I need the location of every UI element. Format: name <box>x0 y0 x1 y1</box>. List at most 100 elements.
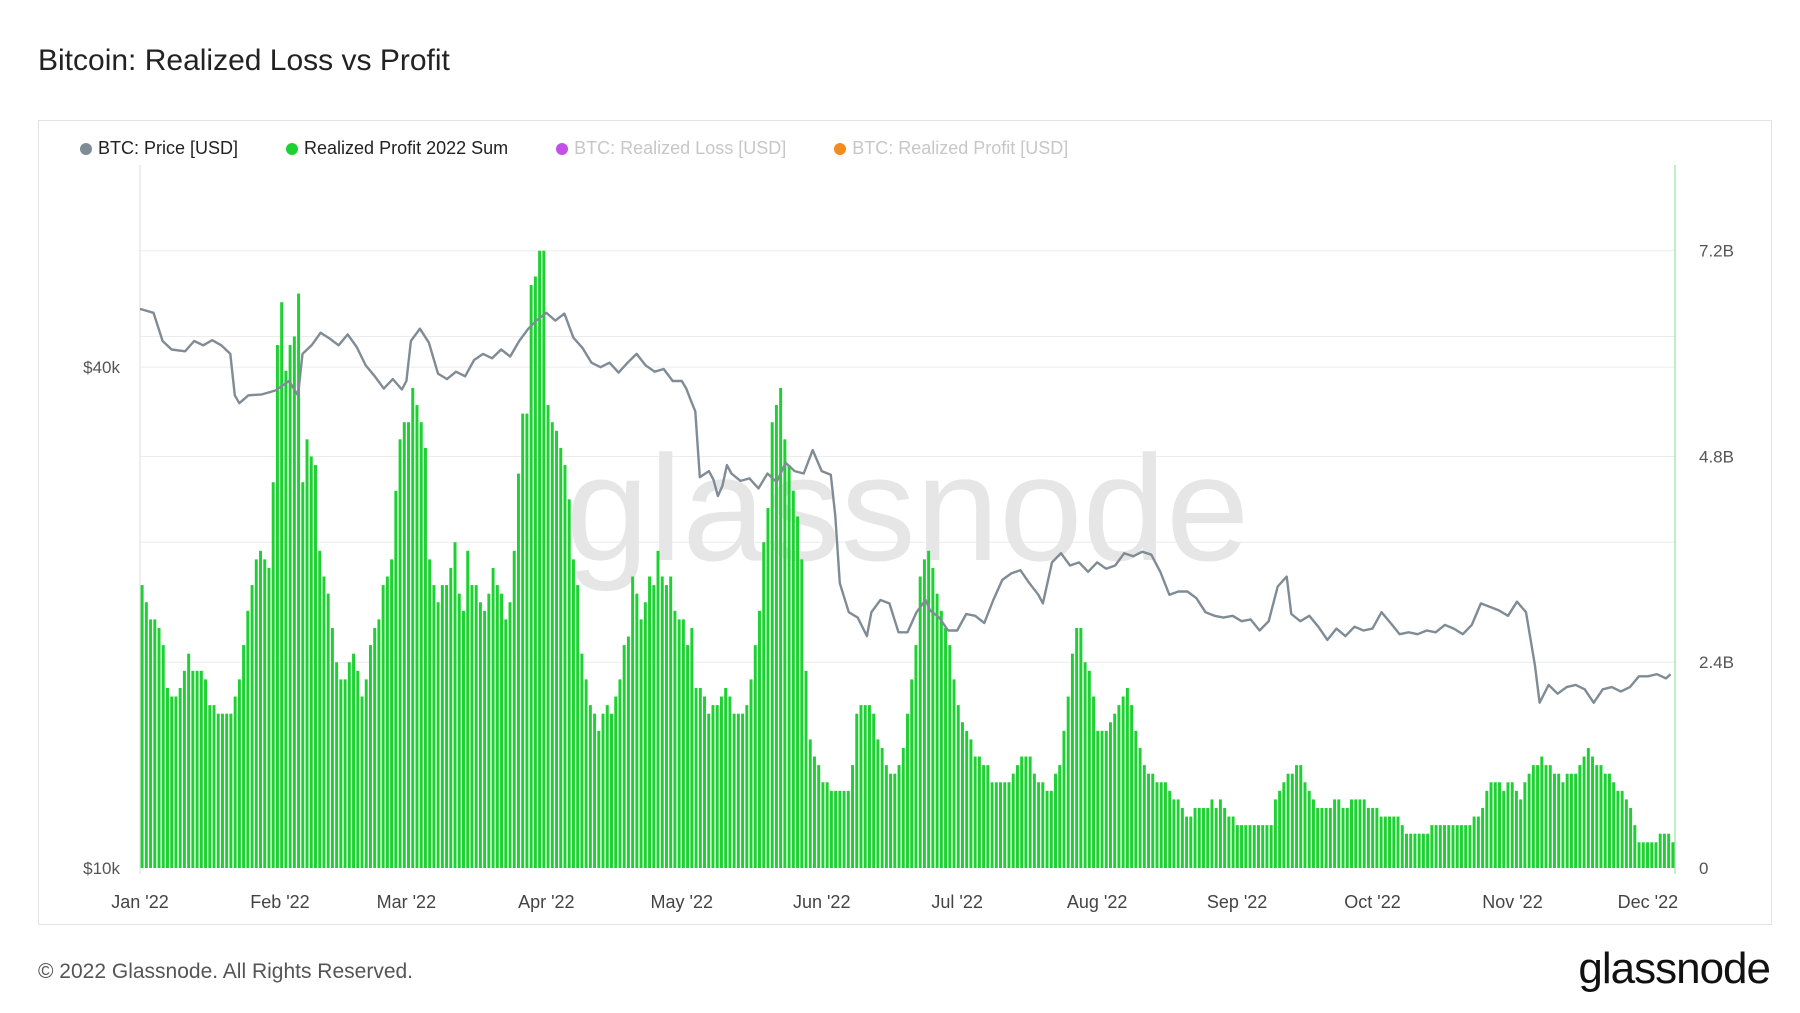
chart-canvas: glassnode $10k $40k 0 2.4B 4.8B 7.2B Jan '22 Feb… <box>83 165 1734 912</box>
profit-bar <box>170 696 174 868</box>
left-axis-tick-label: $10k <box>83 859 120 878</box>
profit-bar <box>914 645 918 868</box>
profit-bar <box>280 302 284 868</box>
profit-bar <box>1058 765 1062 868</box>
profit-bar <box>762 542 766 868</box>
x-axis-tick-label: Jun '22 <box>793 892 850 912</box>
profit-bar <box>1607 773 1611 868</box>
profit-bar <box>225 713 229 868</box>
profit-bar <box>533 276 537 868</box>
profit-bar <box>144 602 148 868</box>
profit-bar <box>1168 790 1172 868</box>
profit-bar <box>1015 765 1019 868</box>
profit-bar <box>1299 765 1303 868</box>
profit-bar <box>639 619 643 868</box>
profit-bar <box>766 507 770 868</box>
legend-item-realized-loss[interactable]: BTC: Realized Loss [USD] <box>556 138 786 159</box>
profit-bar <box>1599 765 1603 868</box>
profit-bar <box>1350 799 1353 868</box>
profit-bar <box>326 593 330 868</box>
profit-bar <box>1151 773 1155 868</box>
legend-realized-profit-dot-icon <box>834 142 847 155</box>
profit-bar <box>288 345 292 868</box>
profit-bar <box>432 585 436 868</box>
profit-bar <box>1540 756 1544 868</box>
profit-bar <box>1328 807 1332 868</box>
profit-bar <box>1569 773 1573 868</box>
profit-bar <box>753 645 757 868</box>
profit-bar <box>275 345 279 868</box>
profit-bar <box>800 559 804 868</box>
profit-bar <box>1493 782 1497 868</box>
profit-bar <box>1092 696 1096 868</box>
profit-bar <box>1641 842 1645 868</box>
profit-bar <box>390 559 394 868</box>
profit-bar <box>470 585 474 868</box>
profit-bar <box>715 705 719 868</box>
profit-bar <box>749 679 753 868</box>
x-axis-tick-label: Jul '22 <box>931 892 982 912</box>
legend-item-realized-profit[interactable]: BTC: Realized Profit [USD] <box>834 138 1068 159</box>
profit-bar <box>910 679 914 868</box>
copyright-footer: © 2022 Glassnode. All Rights Reserved. <box>38 960 414 983</box>
profit-bar <box>1379 816 1383 868</box>
profit-bar <box>297 293 301 869</box>
profit-bar <box>1273 799 1277 868</box>
profit-bar <box>779 387 783 868</box>
right-axis-tick-label: 7.2B <box>1699 242 1734 261</box>
profit-bar <box>1476 816 1480 868</box>
profit-bar <box>1189 816 1193 868</box>
profit-bar <box>1595 765 1599 868</box>
x-axis-tick-label: May '22 <box>651 892 713 912</box>
profit-bar <box>1147 773 1151 868</box>
profit-bar <box>440 585 444 868</box>
profit-bar <box>1671 842 1675 868</box>
legend-item-profit-sum[interactable]: Realized Profit 2022 Sum <box>286 138 508 159</box>
profit-bar <box>508 602 512 868</box>
profit-bar <box>867 705 871 868</box>
profit-bar <box>352 653 356 868</box>
profit-bar <box>525 413 529 868</box>
profit-bar <box>1159 782 1163 868</box>
profit-bar <box>546 405 550 868</box>
profit-bar <box>1218 799 1222 868</box>
profit-bar <box>736 713 740 868</box>
profit-bar <box>1087 670 1091 868</box>
watermark-text: glassnode <box>566 424 1250 592</box>
profit-bar <box>1434 825 1438 868</box>
profit-bar <box>698 687 702 868</box>
profit-bar <box>216 713 220 868</box>
profit-bar <box>922 559 926 868</box>
profit-bar <box>901 747 905 868</box>
profit-bar <box>229 713 233 868</box>
profit-bar <box>1413 833 1417 868</box>
profit-bar <box>381 585 385 868</box>
profit-bar <box>1248 825 1252 868</box>
profit-bar <box>1320 807 1324 868</box>
profit-bar <box>808 739 812 868</box>
profit-bar <box>233 696 237 868</box>
legend-item-price[interactable]: BTC: Price [USD] <box>80 138 238 159</box>
profit-bar <box>335 662 339 868</box>
profit-bar <box>220 713 224 868</box>
profit-bar <box>1409 833 1413 868</box>
profit-bar <box>880 747 884 868</box>
left-axis-tick-label: $40k <box>83 358 120 377</box>
profit-bar <box>208 705 212 868</box>
profit-bar <box>174 696 178 868</box>
profit-bar <box>339 679 343 868</box>
profit-bar <box>690 627 694 868</box>
profit-bar <box>1096 730 1100 868</box>
profit-bar <box>973 756 977 868</box>
profit-bar <box>1658 833 1662 868</box>
legend-label: Realized Profit 2022 Sum <box>304 138 509 158</box>
profit-bar <box>825 782 829 868</box>
profit-bar <box>1464 825 1468 868</box>
profit-bar <box>952 679 956 868</box>
profit-bar <box>330 627 334 868</box>
profit-bar <box>783 439 787 868</box>
profit-bar <box>259 550 262 868</box>
profit-bar <box>614 696 618 868</box>
profit-bar <box>407 422 410 868</box>
profit-bar <box>927 550 931 868</box>
